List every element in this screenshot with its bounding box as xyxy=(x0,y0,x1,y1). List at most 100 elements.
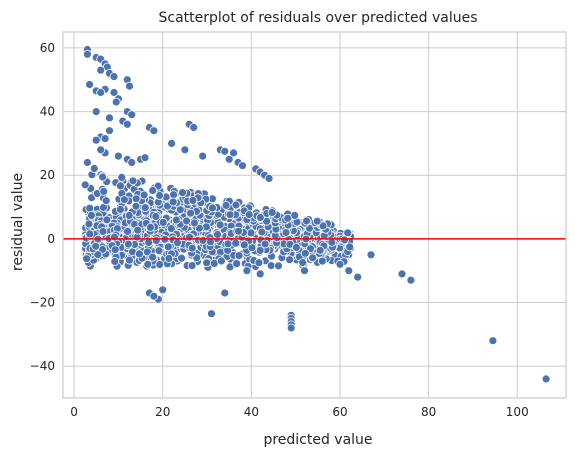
data-point xyxy=(83,49,92,59)
x-tick-label: 0 xyxy=(70,405,78,419)
tick-labels: 0 20 40 60 80 100 −40 −20 0 20 40 60 xyxy=(30,41,529,419)
data-point xyxy=(84,219,94,229)
x-axis-label: predicted value xyxy=(263,432,372,448)
y-tick-label: 60 xyxy=(40,41,55,55)
data-point xyxy=(255,213,265,222)
data-point xyxy=(201,222,211,232)
data-point xyxy=(345,242,355,252)
data-point xyxy=(149,291,159,301)
data-point xyxy=(155,191,165,200)
data-point xyxy=(312,216,322,226)
data-point xyxy=(315,245,325,255)
data-point xyxy=(184,232,194,242)
y-tick-label: −20 xyxy=(30,296,55,310)
data-point xyxy=(198,235,208,245)
y-tick-label: 40 xyxy=(40,105,55,119)
data-point xyxy=(167,138,177,148)
data-point xyxy=(139,190,149,200)
data-point xyxy=(207,309,216,319)
chart-title: Scatterplot of residuals over predicted … xyxy=(158,10,477,26)
data-point xyxy=(155,260,165,269)
data-point xyxy=(99,186,109,196)
data-point xyxy=(91,135,101,145)
data-point xyxy=(198,151,208,161)
data-point xyxy=(182,216,191,226)
data-point xyxy=(123,239,133,249)
data-point xyxy=(266,261,276,271)
data-point xyxy=(105,126,114,136)
data-point xyxy=(318,221,328,231)
data-point xyxy=(291,243,301,252)
data-point xyxy=(353,272,363,282)
data-point xyxy=(283,213,293,223)
data-point xyxy=(85,203,95,213)
data-point xyxy=(109,72,119,81)
plot-frame xyxy=(62,31,567,399)
data-point xyxy=(127,110,137,120)
data-point xyxy=(91,107,101,116)
points-layer xyxy=(80,45,551,384)
data-point xyxy=(213,230,222,239)
x-tick-label: 40 xyxy=(244,405,259,419)
data-point xyxy=(168,197,178,207)
data-point xyxy=(267,208,277,217)
data-point xyxy=(96,65,106,75)
data-point xyxy=(254,258,264,268)
data-point xyxy=(117,172,127,182)
data-point xyxy=(202,258,212,268)
data-point xyxy=(234,251,244,261)
x-tick-label: 100 xyxy=(506,405,529,419)
data-point xyxy=(285,255,295,265)
data-point xyxy=(216,256,226,266)
data-point xyxy=(101,196,111,206)
data-point xyxy=(96,88,106,97)
data-point xyxy=(173,238,182,248)
data-point xyxy=(154,246,164,256)
data-point xyxy=(232,259,242,269)
data-point xyxy=(151,212,161,221)
data-point xyxy=(140,153,150,163)
data-point xyxy=(344,266,354,276)
data-point xyxy=(242,266,252,276)
data-point xyxy=(231,200,241,210)
data-point xyxy=(257,227,267,237)
data-point xyxy=(116,204,125,214)
data-point xyxy=(255,269,265,279)
data-point xyxy=(264,173,274,183)
data-point xyxy=(93,250,103,260)
data-point xyxy=(124,211,134,220)
data-point xyxy=(144,238,154,247)
data-point xyxy=(175,205,185,215)
data-point xyxy=(187,243,197,253)
data-point xyxy=(260,239,270,249)
y-tick-label: 20 xyxy=(40,168,55,182)
data-point xyxy=(239,240,249,250)
data-point xyxy=(128,176,138,186)
data-point xyxy=(317,256,327,266)
data-point xyxy=(180,145,190,155)
data-point xyxy=(187,261,197,271)
data-point xyxy=(406,275,416,285)
data-point xyxy=(96,145,106,155)
data-point xyxy=(300,266,309,276)
data-point xyxy=(166,224,176,234)
x-tick-label: 60 xyxy=(332,405,347,419)
data-point xyxy=(223,239,233,249)
data-point xyxy=(158,217,168,227)
data-point xyxy=(122,119,132,129)
data-point xyxy=(105,113,114,123)
x-tick-label: 80 xyxy=(421,405,436,419)
data-point xyxy=(120,195,129,205)
data-point xyxy=(231,238,241,248)
data-point xyxy=(148,185,158,195)
data-point xyxy=(171,215,181,225)
data-point xyxy=(186,208,196,218)
data-point xyxy=(343,228,353,238)
data-point xyxy=(110,232,119,242)
data-point xyxy=(109,88,119,97)
data-point xyxy=(189,218,199,228)
data-point xyxy=(142,247,152,257)
x-tick-label: 20 xyxy=(155,405,170,419)
data-point xyxy=(110,245,120,255)
